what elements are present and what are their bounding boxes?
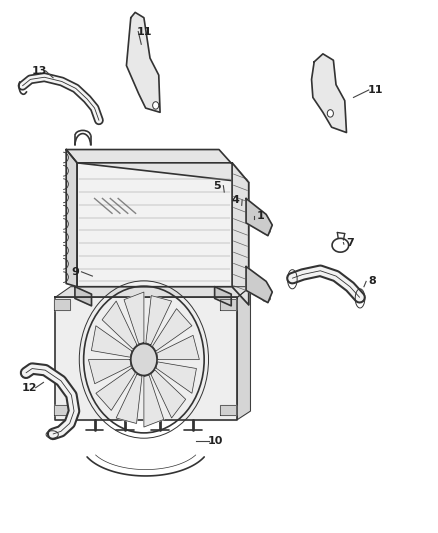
Polygon shape <box>92 326 132 357</box>
Polygon shape <box>55 297 237 419</box>
Polygon shape <box>66 150 249 182</box>
Polygon shape <box>246 198 272 236</box>
Polygon shape <box>151 370 186 418</box>
Polygon shape <box>55 287 251 297</box>
Polygon shape <box>54 300 70 310</box>
Polygon shape <box>157 335 199 360</box>
Polygon shape <box>237 287 251 419</box>
Text: 12: 12 <box>21 383 37 393</box>
Text: 9: 9 <box>71 267 79 277</box>
Text: 7: 7 <box>346 238 354 247</box>
Text: 5: 5 <box>213 181 221 191</box>
Polygon shape <box>311 54 346 133</box>
Polygon shape <box>77 163 249 305</box>
Polygon shape <box>232 163 249 305</box>
Text: 4: 4 <box>232 195 240 205</box>
Polygon shape <box>152 309 192 351</box>
Text: 11: 11 <box>367 85 383 95</box>
Polygon shape <box>144 375 164 427</box>
Polygon shape <box>127 12 160 112</box>
Polygon shape <box>156 362 196 393</box>
Polygon shape <box>220 300 236 310</box>
Polygon shape <box>215 287 231 306</box>
Text: 13: 13 <box>32 66 47 76</box>
Polygon shape <box>88 360 131 384</box>
Polygon shape <box>102 301 137 349</box>
Polygon shape <box>66 150 77 287</box>
Polygon shape <box>246 266 272 303</box>
Text: 11: 11 <box>137 27 152 37</box>
Polygon shape <box>54 405 70 415</box>
Circle shape <box>131 344 157 375</box>
Polygon shape <box>220 405 236 415</box>
Text: 8: 8 <box>369 277 377 286</box>
Polygon shape <box>146 296 172 345</box>
Circle shape <box>327 110 333 117</box>
Polygon shape <box>116 374 142 423</box>
Polygon shape <box>75 287 92 306</box>
Polygon shape <box>96 368 135 410</box>
Text: 10: 10 <box>208 436 223 446</box>
Polygon shape <box>124 292 144 344</box>
Text: 1: 1 <box>257 211 265 221</box>
Circle shape <box>152 102 159 109</box>
